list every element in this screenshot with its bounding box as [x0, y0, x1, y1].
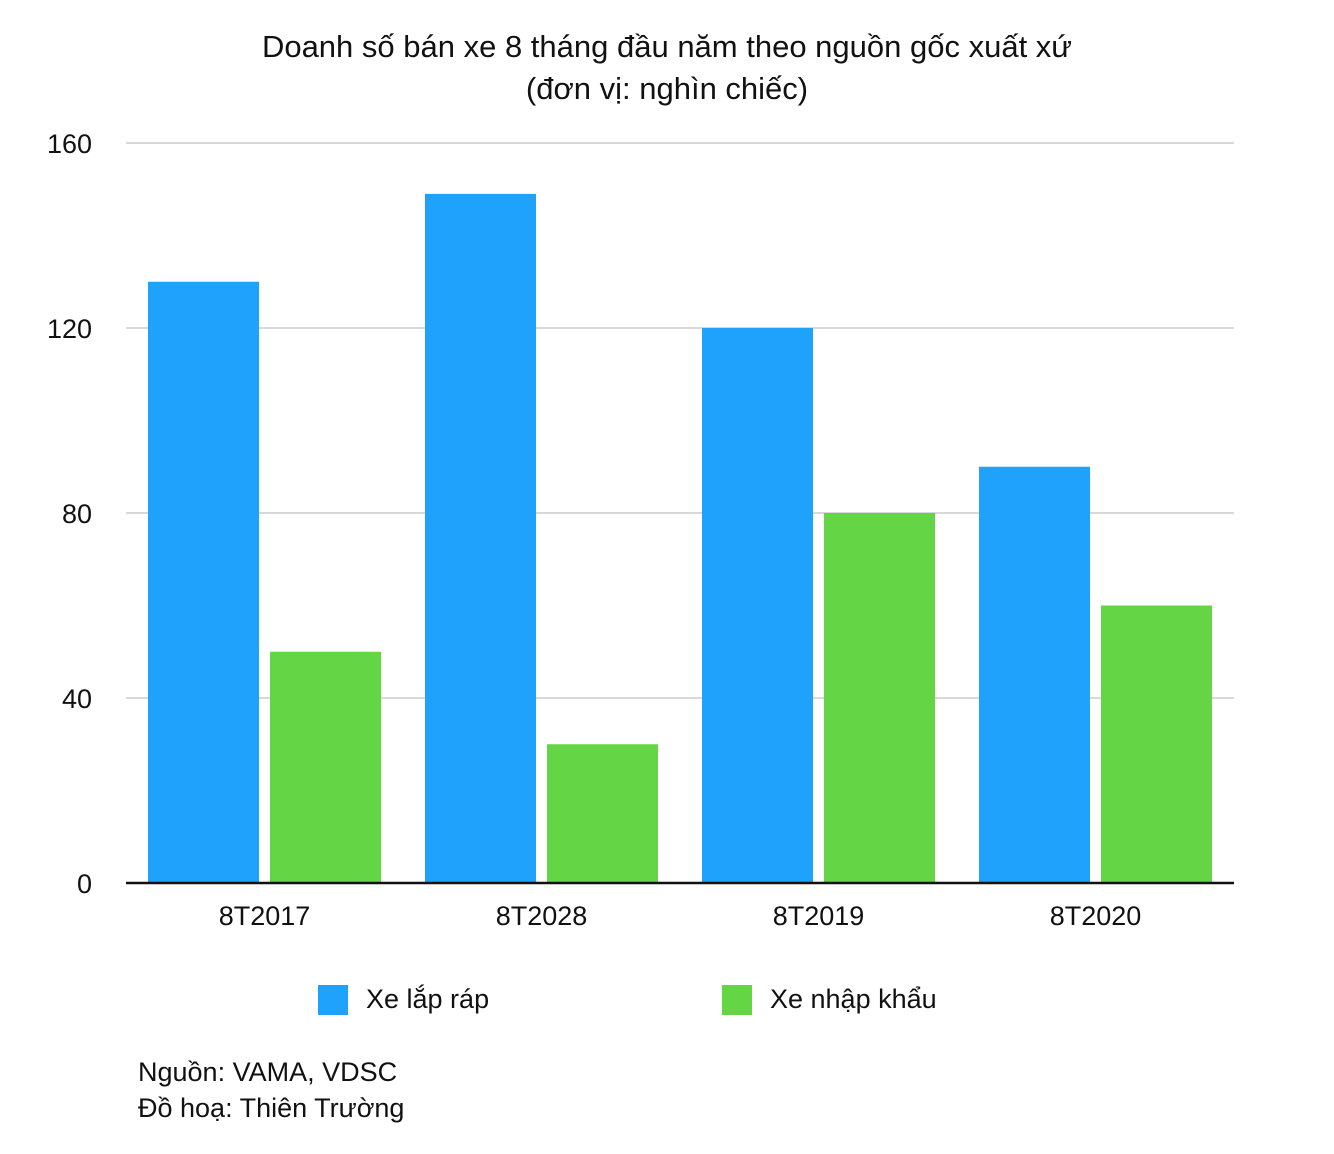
bar-xe-lap-rap-8T2019: [702, 328, 813, 883]
x-tick-label: 8T2017: [219, 901, 311, 931]
y-tick-label: 40: [62, 684, 92, 714]
y-tick-label: 0: [77, 869, 92, 899]
bar-xe-lap-rap-8T2017: [148, 281, 259, 883]
bar-xe-nhap-khau-8T2020: [1101, 605, 1212, 883]
legend-item-xe-lap-rap: Xe lắp ráp: [318, 984, 489, 1015]
y-tick-label: 80: [62, 499, 92, 529]
chart-title: Doanh số bán xe 8 tháng đầu năm theo ngu…: [261, 29, 1073, 64]
legend: Xe lắp ráp Xe nhập khẩu: [0, 984, 1334, 1024]
chart-title-block: Doanh số bán xe 8 tháng đầu năm theo ngu…: [0, 26, 1334, 110]
legend-swatch-xe-nhap-khau: [722, 984, 752, 1015]
legend-label-xe-lap-rap: Xe lắp ráp: [366, 984, 490, 1014]
x-tick-label: 8T2019: [773, 901, 865, 931]
bar-chart: 0 40 80 120 160 8T2017 8T2028 8T2019 8T2020: [47, 129, 1234, 931]
legend-label-xe-nhap-khau: Xe nhập khẩu: [770, 984, 937, 1014]
chart-notes: Nguồn: VAMA, VDSC Đồ hoạ: Thiên Trường: [138, 1054, 404, 1126]
bar-xe-nhap-khau-8T2017: [270, 651, 381, 883]
y-tick-label: 120: [47, 314, 92, 344]
bar-xe-nhap-khau-8T2019: [824, 513, 935, 883]
x-tick-label: 8T2020: [1050, 901, 1142, 931]
graphics-credit: Đồ hoạ: Thiên Trường: [138, 1093, 405, 1123]
source-note: Nguồn: VAMA, VDSC: [138, 1057, 398, 1087]
legend-swatch-xe-lap-rap: [318, 984, 348, 1015]
chart-subtitle: (đơn vị: nghìn chiếc): [525, 71, 809, 106]
bar-xe-nhap-khau-8T2028: [547, 744, 658, 883]
y-tick-label: 160: [47, 129, 92, 159]
x-tick-label: 8T2028: [496, 901, 588, 931]
legend-item-xe-nhap-khau: Xe nhập khẩu: [722, 984, 937, 1015]
bar-xe-lap-rap-8T2020: [979, 466, 1090, 883]
bar-xe-lap-rap-8T2028: [425, 193, 536, 883]
